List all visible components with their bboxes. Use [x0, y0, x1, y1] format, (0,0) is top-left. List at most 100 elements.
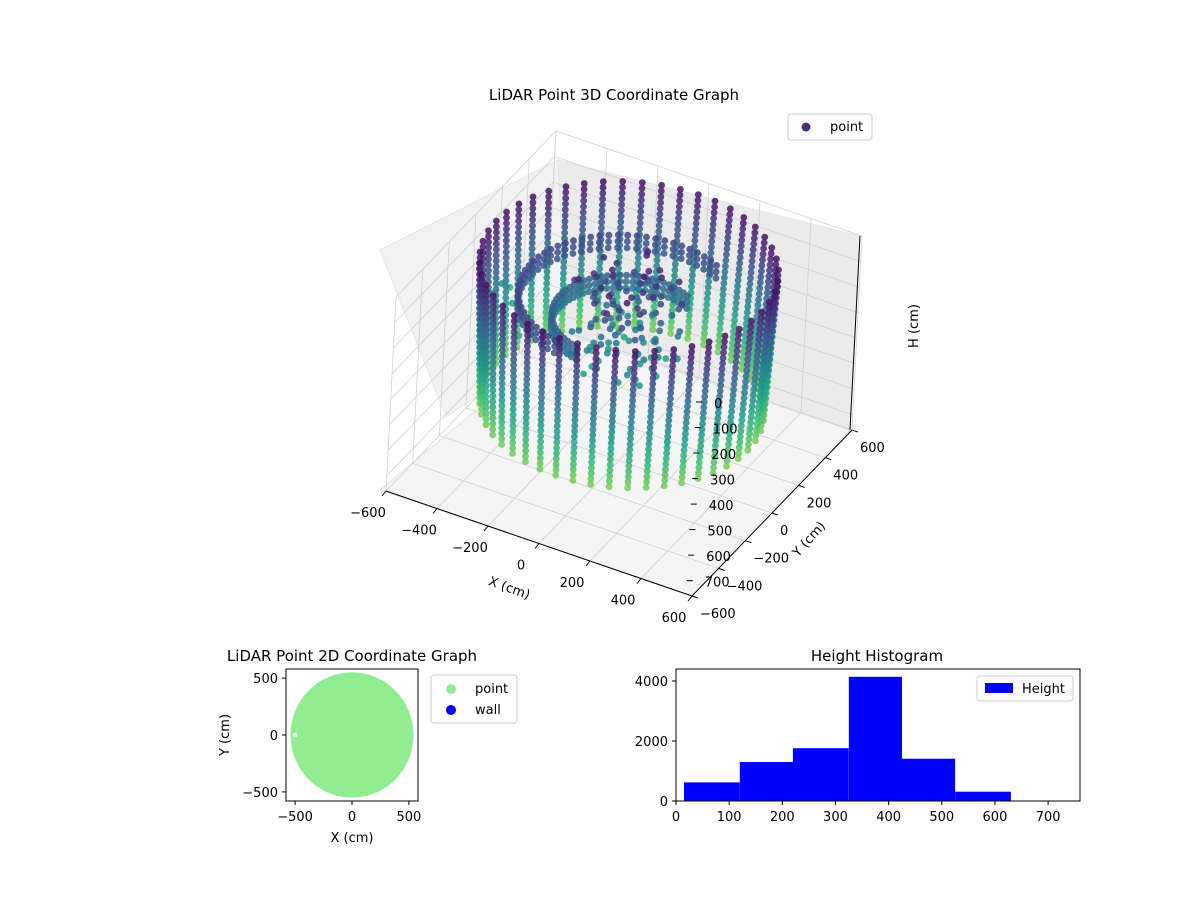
point-3d — [750, 386, 758, 393]
point-3d — [539, 350, 546, 358]
point-3d — [745, 339, 753, 347]
point-3d — [665, 411, 673, 419]
point-3d — [625, 457, 633, 464]
point-3d — [685, 323, 692, 331]
point-3d — [730, 322, 738, 330]
x-tick-3d — [687, 595, 693, 602]
point-3d — [663, 449, 670, 457]
point-3d — [489, 398, 497, 405]
point-3d — [498, 374, 506, 382]
point-3d — [542, 297, 550, 305]
point-3d — [694, 191, 702, 199]
point-3d — [747, 274, 754, 282]
point-3d — [645, 435, 653, 442]
x-tick-3d — [636, 578, 642, 584]
point-3d — [591, 289, 599, 297]
point-3d — [489, 353, 497, 361]
point-3d — [737, 242, 745, 250]
point-3d — [482, 309, 490, 317]
point-3d — [588, 442, 596, 450]
point-3d — [570, 449, 578, 457]
point-3d — [595, 238, 603, 246]
z-tick-label-3d: 700 — [705, 576, 730, 591]
point-3d — [502, 271, 510, 279]
point-3d — [688, 343, 696, 350]
point-3d — [710, 209, 718, 217]
point-3d — [605, 339, 612, 347]
x-tick-label-hist: 600 — [983, 810, 1008, 825]
x-tick-label-3d: −200 — [452, 541, 488, 556]
point-3d — [633, 238, 641, 246]
point-3d — [727, 356, 735, 364]
point-3d — [493, 223, 500, 231]
point-3d — [528, 245, 536, 253]
point-3d — [569, 477, 577, 484]
point-3d — [661, 243, 668, 251]
point-3d — [537, 416, 545, 424]
point-3d — [538, 388, 545, 396]
point-3d — [515, 235, 522, 242]
point-3d — [498, 363, 506, 371]
point-3d — [687, 353, 695, 361]
point-3d — [724, 446, 732, 454]
point-3d — [606, 461, 614, 469]
point-3d — [502, 277, 510, 285]
point-3d — [498, 430, 506, 437]
point-3d — [757, 382, 765, 389]
legend-3d-marker — [801, 122, 811, 132]
points-3d — [476, 178, 782, 492]
point-3d — [646, 418, 654, 426]
point-3d — [482, 387, 490, 395]
point-3d — [522, 458, 529, 466]
point-3d — [688, 277, 696, 285]
histogram-bar — [901, 758, 956, 801]
point-3d — [669, 357, 677, 364]
point-3d — [661, 471, 669, 479]
point-3d — [538, 366, 546, 374]
point-3d — [529, 205, 537, 212]
y-tick-label-2d: −500 — [242, 786, 278, 801]
point-3d — [674, 220, 682, 228]
point-3d — [695, 464, 703, 471]
point-3d — [760, 239, 768, 247]
point-3d — [759, 256, 766, 264]
point-3d — [631, 353, 639, 361]
point-3d — [590, 393, 598, 401]
point-3d — [509, 444, 517, 452]
point-3d — [522, 430, 530, 438]
point-3d — [492, 274, 500, 282]
point-3d — [628, 402, 636, 410]
point-3d — [608, 423, 616, 431]
point-3d — [683, 305, 691, 312]
point-3d — [754, 301, 762, 309]
point-3d — [489, 431, 497, 439]
point-3d — [577, 248, 585, 255]
point-3d — [628, 413, 635, 421]
point-3d — [720, 279, 728, 287]
point-3d — [515, 223, 522, 231]
point-3d — [649, 375, 657, 382]
point-3d — [676, 191, 684, 199]
point-3d — [668, 307, 676, 314]
point-3d — [693, 262, 701, 269]
point-3d — [579, 220, 587, 228]
point-3d — [537, 421, 545, 429]
point-3d — [498, 435, 506, 443]
point-3d — [625, 468, 632, 475]
point-3d — [764, 284, 772, 291]
point-3d — [562, 189, 570, 196]
point-3d — [489, 370, 497, 378]
point-3d — [692, 220, 700, 227]
point-3d — [700, 335, 708, 343]
point-3d — [627, 424, 635, 432]
point-3d — [515, 206, 523, 214]
point-3d — [740, 214, 748, 221]
point-3d — [743, 361, 751, 369]
x-tick-label-2d: 500 — [396, 810, 421, 825]
x-tick-label-3d: 0 — [517, 559, 525, 574]
point-3d — [592, 360, 600, 368]
point-3d — [754, 347, 762, 355]
point-3d — [746, 424, 754, 432]
point-3d — [702, 376, 710, 384]
